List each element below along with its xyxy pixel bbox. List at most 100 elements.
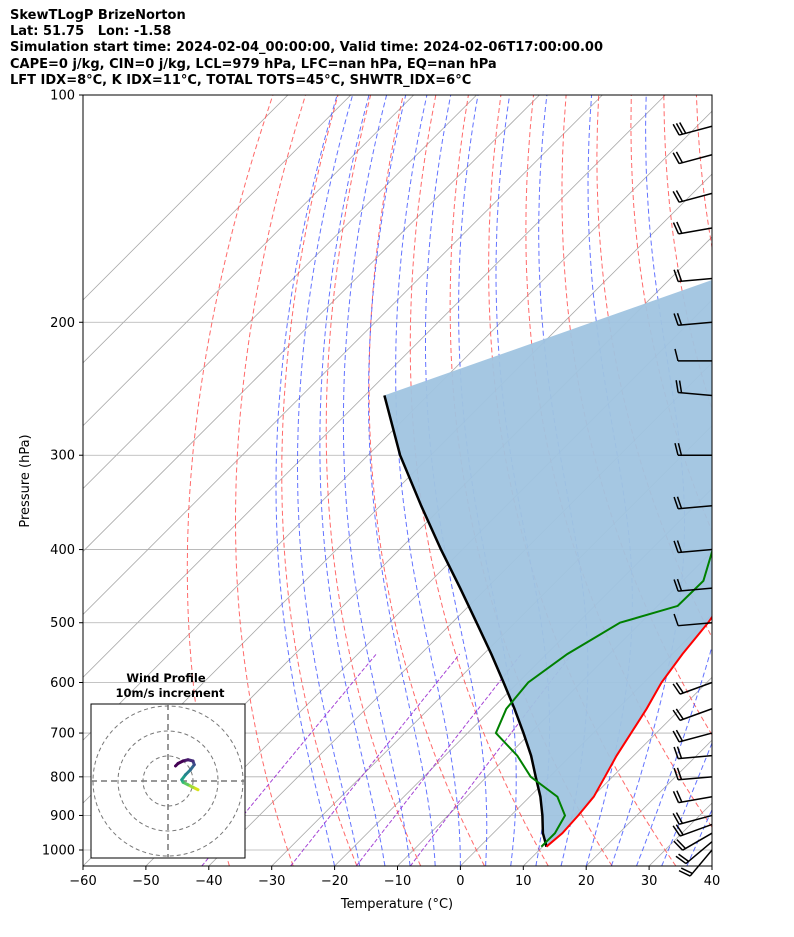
wind-barb	[674, 348, 712, 362]
wind-barb-flag	[679, 122, 687, 134]
wind-barb	[673, 313, 713, 326]
wind-barb-flag	[673, 746, 679, 759]
wind-barb-flag	[672, 152, 680, 164]
x-tick-label: 0	[456, 874, 464, 889]
dry-adiabat	[729, 95, 794, 866]
wind-barb	[672, 151, 713, 165]
temperature-profile-line	[545, 615, 712, 848]
x-tick-label: −20	[321, 874, 348, 889]
wind-barb-staff	[678, 754, 713, 760]
mixing-ratio-line	[409, 653, 573, 866]
location-line: Lat: 51.75 Lon: -1.58	[10, 24, 172, 40]
wind-barb-flag	[673, 613, 679, 626]
hodograph-inner	[91, 704, 245, 858]
chart-titles: SkewTLogP BrizeNorton Lat: 51.75 Lon: -1…	[10, 8, 603, 89]
wind-barb-staff	[678, 795, 713, 804]
wind-barb	[673, 832, 713, 851]
wind-barb-staff	[685, 841, 713, 865]
wind-barb-flag	[675, 122, 684, 135]
moist-adiabat	[711, 864, 712, 866]
isotherm-line	[83, 95, 666, 678]
wind-barb-flag	[676, 221, 683, 234]
moist-adiabat	[368, 95, 436, 866]
isotherm-line	[83, 95, 477, 490]
y-axis-label: Pressure (hPa)	[18, 434, 33, 527]
mixing-ratio-line	[290, 653, 461, 866]
wind-barb-flag	[678, 380, 683, 393]
wind-barb-flag	[675, 729, 684, 742]
wind-barb-flag	[677, 443, 683, 456]
x-tick-label: 20	[578, 874, 595, 889]
wind-barb	[672, 790, 713, 804]
x-axis-label: Temperature (°C)	[340, 897, 453, 912]
y-tick-label: 200	[50, 316, 75, 331]
wind-barb-staff	[678, 192, 713, 203]
wind-barb-flag	[672, 825, 681, 837]
time-line: Simulation start time: 2024-02-04_00:00:…	[10, 40, 603, 56]
isotherm-line	[775, 95, 794, 866]
moist-adiabat	[661, 741, 712, 866]
wind-barb-staff	[678, 621, 713, 627]
wind-barb-flag	[675, 812, 684, 824]
wind-barb-flag	[676, 496, 683, 509]
moist-adiabat	[636, 644, 712, 866]
wind-barb	[678, 849, 713, 877]
wind-barb	[673, 269, 713, 283]
wind-barb-staff	[678, 587, 713, 592]
y-tick-label: 600	[50, 676, 75, 691]
wind-barb-staff	[679, 823, 713, 837]
wind-barb	[672, 190, 713, 203]
y-tick-label: 300	[50, 449, 75, 464]
y-tick-label: 900	[50, 809, 75, 824]
hodograph-segment	[174, 762, 180, 768]
moist-adiabat	[275, 95, 338, 866]
wind-barb-flag	[672, 730, 680, 743]
wind-barb	[672, 812, 713, 825]
isotherm-line	[83, 95, 289, 301]
data-layer	[383, 279, 712, 848]
wind-barb	[675, 380, 713, 397]
wind-barb-flag	[676, 790, 683, 803]
wind-barb	[672, 681, 713, 695]
wind-barb	[672, 122, 713, 136]
wind-barb-flag	[672, 813, 680, 825]
dry-adiabat	[368, 95, 485, 866]
wind-barb-staff	[679, 708, 713, 722]
wind-barb-flag	[676, 767, 683, 780]
moist-adiabat	[610, 95, 685, 866]
chart-title: SkewTLogP BrizeNorton	[10, 8, 186, 23]
isotherm-line	[83, 95, 603, 615]
wind-barb-flag	[675, 855, 687, 865]
wind-barb-flag	[676, 269, 683, 282]
x-tick-label: 10	[515, 874, 532, 889]
x-tick-label: −40	[195, 874, 222, 889]
isotherm-line	[711, 865, 712, 866]
wind-barb	[672, 708, 713, 722]
wind-barb	[673, 746, 713, 760]
wind-barb-staff	[678, 154, 713, 165]
wind-barb-flag	[675, 824, 684, 836]
wind-barb-staff	[678, 277, 713, 283]
wind-barb-flag	[673, 313, 679, 326]
x-tick-label: 40	[704, 874, 721, 889]
isotherm-line	[83, 110, 712, 741]
wind-barb-flag	[672, 222, 680, 235]
wind-barb	[672, 221, 713, 235]
dewpoint-profile-line	[494, 548, 712, 848]
wind-barb-flag	[673, 540, 679, 553]
wind-barb-flag	[673, 840, 684, 851]
y-tick-label: 800	[50, 770, 75, 785]
params-line: CAPE=0 j/kg, CIN=0 j/kg, LCL=979 hPa, LF…	[10, 56, 497, 72]
isotherm-line	[523, 676, 712, 866]
wind-barb-flag	[676, 578, 683, 592]
x-tick-label: −50	[132, 874, 159, 889]
wind-barb-flag	[675, 380, 679, 393]
moist-adiabat	[342, 95, 411, 866]
hodograph: Wind Profile 10m/s increment	[90, 671, 246, 859]
y-tick-label: 400	[50, 543, 75, 558]
y-tick-label: 700	[50, 727, 75, 742]
wind-barb-staff	[678, 732, 713, 743]
x-tick-label: 30	[641, 874, 658, 889]
wind-barb-flag	[673, 269, 679, 282]
x-tick-label: −30	[258, 874, 285, 889]
